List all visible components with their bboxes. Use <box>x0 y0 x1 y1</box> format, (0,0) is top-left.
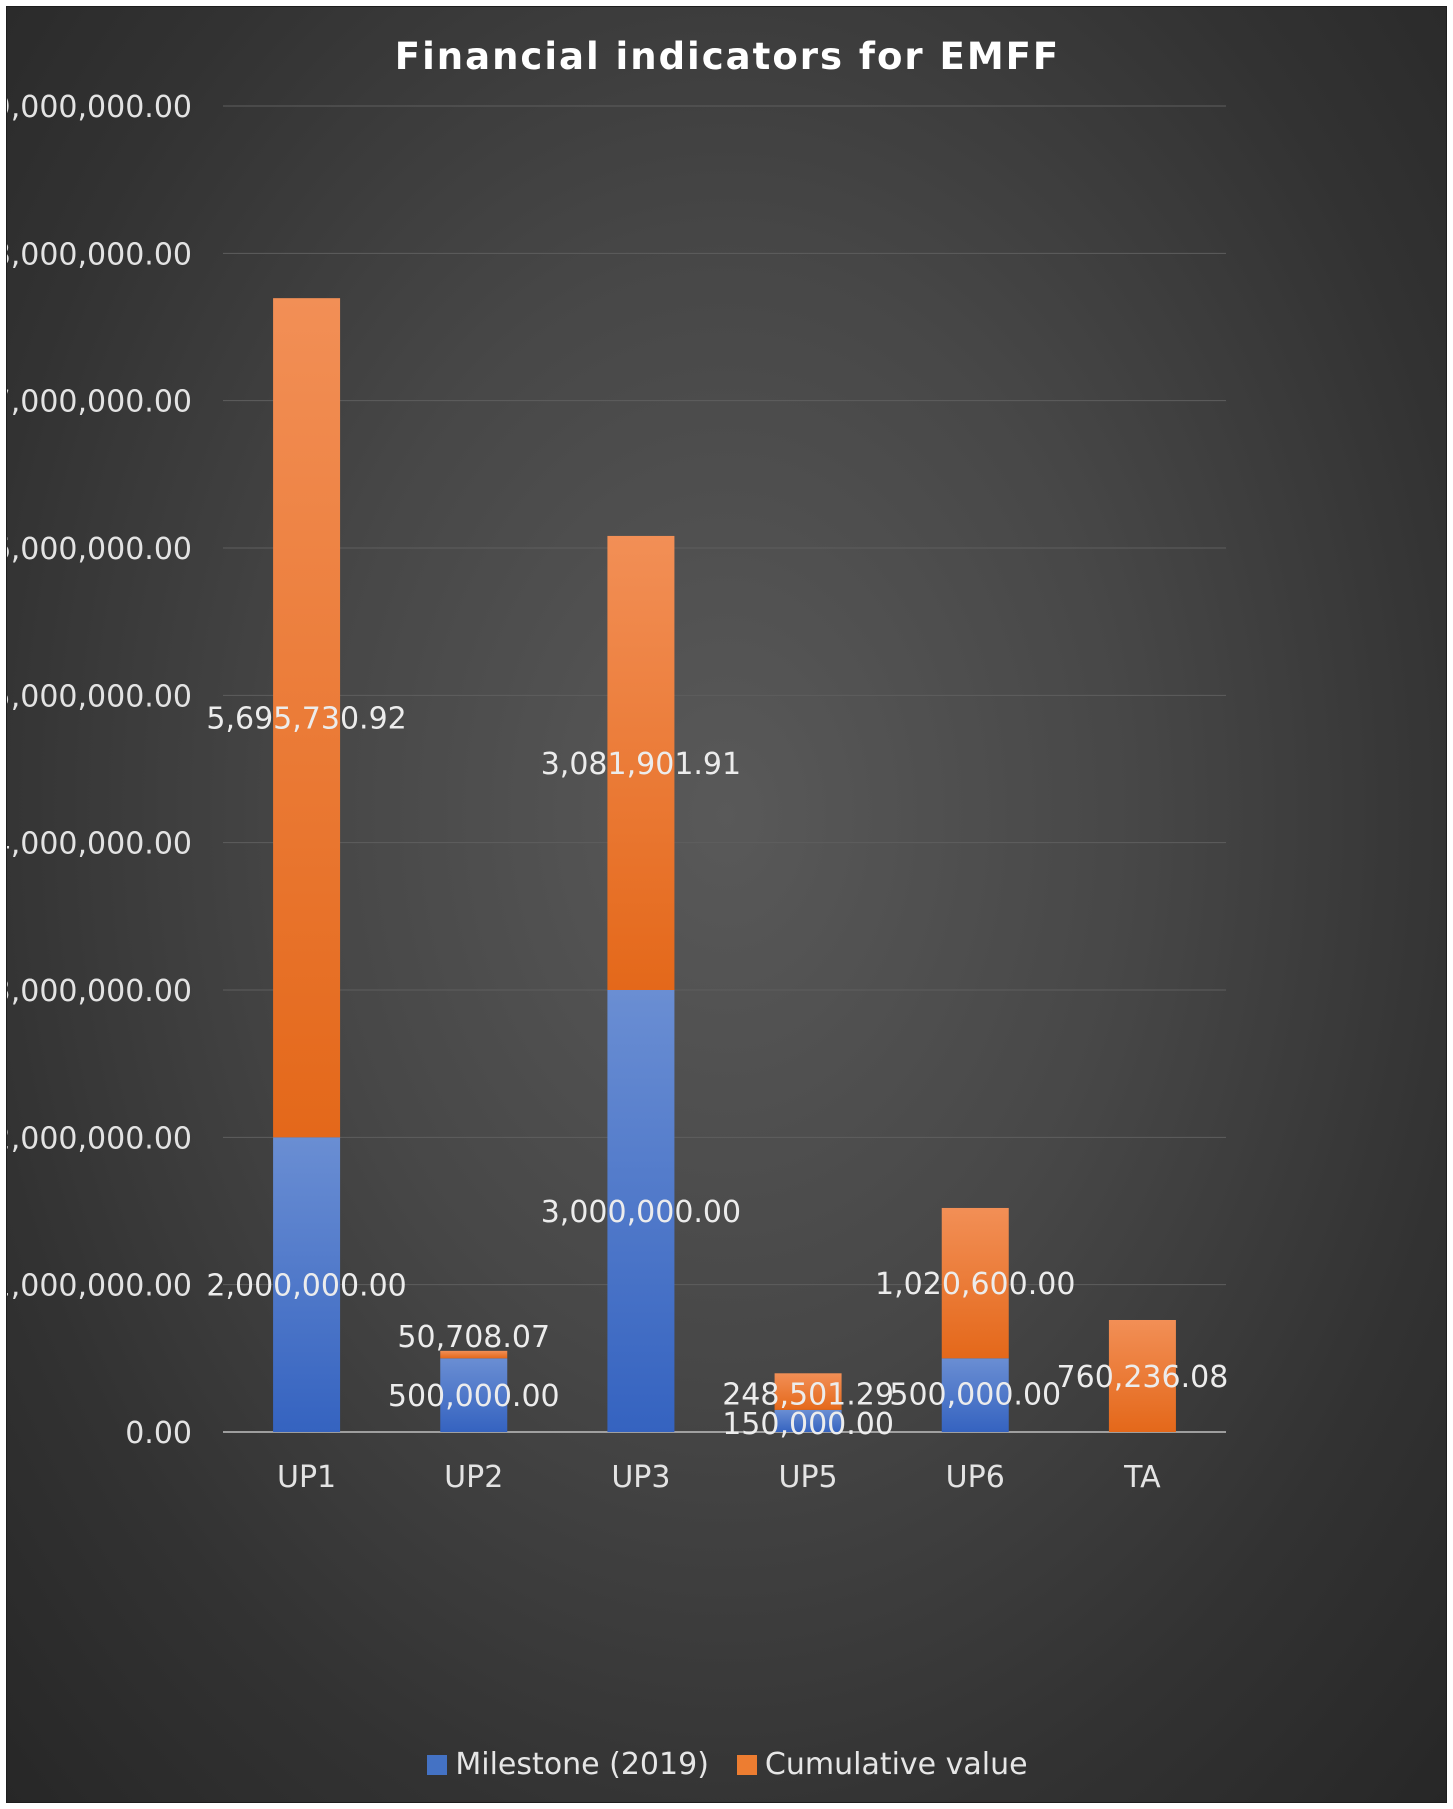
data-label-milestone-up3: 3,000,000.00 <box>541 1195 741 1230</box>
bar-milestone-up1 <box>273 1137 341 1432</box>
legend: Milestone (2019) Cumulative value <box>7 1747 1446 1782</box>
legend-item-milestone: Milestone (2019) <box>427 1747 709 1782</box>
data-label-cumulative-up5: 248,501.29 <box>722 1377 894 1412</box>
bars <box>273 298 1176 1432</box>
y-tick-label: 7,000,000.00 <box>7 385 192 420</box>
x-tick-label-up5: UP5 <box>779 1460 838 1495</box>
bar-cumulative-up5 <box>774 1373 842 1410</box>
legend-label-milestone: Milestone (2019) <box>455 1747 709 1782</box>
data-label-milestone-up2: 500,000.00 <box>388 1379 560 1414</box>
bar-milestone-up2 <box>440 1358 508 1432</box>
y-tick-label: 4,000,000.00 <box>7 827 192 862</box>
y-tick-label: 9,000,000.00 <box>7 90 192 125</box>
x-tick-label-up2: UP2 <box>444 1460 503 1495</box>
data-label-cumulative-ta: 760,236.08 <box>1057 1360 1229 1395</box>
legend-item-cumulative: Cumulative value <box>736 1747 1028 1782</box>
gridlines <box>223 105 1226 1433</box>
data-label-cumulative-up3: 3,081,901.91 <box>541 747 741 782</box>
data-label-cumulative-up6: 1,020,600.00 <box>875 1267 1075 1302</box>
bar-milestone-up6 <box>941 1358 1009 1432</box>
x-tick-label-up6: UP6 <box>946 1460 1005 1495</box>
y-tick-label: 8,000,000.00 <box>7 237 192 272</box>
data-label-milestone-up1: 2,000,000.00 <box>206 1269 406 1304</box>
legend-swatch-milestone <box>427 1754 448 1775</box>
data-label-cumulative-up1: 5,695,730.92 <box>206 702 406 737</box>
data-label-milestone-up6: 500,000.00 <box>889 1377 1061 1412</box>
y-tick-label: 5,000,000.00 <box>7 679 192 714</box>
x-tick-label-ta: TA <box>1123 1460 1161 1495</box>
legend-label-cumulative: Cumulative value <box>764 1747 1028 1782</box>
y-tick-label: 6,000,000.00 <box>7 532 192 567</box>
bar-cumulative-ta <box>1108 1319 1176 1432</box>
y-tick-label: 1,000,000.00 <box>7 1269 192 1304</box>
bar-milestone-up5 <box>774 1409 842 1432</box>
data-label-milestone-up5: 150,000.00 <box>722 1407 894 1442</box>
bar-chart: 0.00 1,000,000.00 2,000,000.00 3,000,000.00… <box>7 90 1228 1495</box>
chart-title: Financial indicators for EMFF <box>394 35 1061 78</box>
bar-cumulative-up3 <box>607 535 675 990</box>
bar-cumulative-up2 <box>440 1350 508 1359</box>
labels: 0.00 1,000,000.00 2,000,000.00 3,000,000.00… <box>7 90 1228 1495</box>
bar-cumulative-up1 <box>273 298 341 1138</box>
bar-milestone-up3 <box>607 990 675 1432</box>
bar-cumulative-up6 <box>941 1207 1009 1359</box>
chart-area: 0.00 1,000,000.00 2,000,000.00 3,000,000.00… <box>6 6 1447 1803</box>
x-tick-label-up3: UP3 <box>611 1460 670 1495</box>
y-tick-label: 0.00 <box>125 1416 192 1451</box>
data-label-cumulative-up2: 50,708.07 <box>397 1320 550 1355</box>
legend-swatch-cumulative <box>736 1754 757 1775</box>
y-tick-label: 2,000,000.00 <box>7 1121 192 1156</box>
x-tick-label-up1: UP1 <box>277 1460 336 1495</box>
y-tick-label: 3,000,000.00 <box>7 974 192 1009</box>
